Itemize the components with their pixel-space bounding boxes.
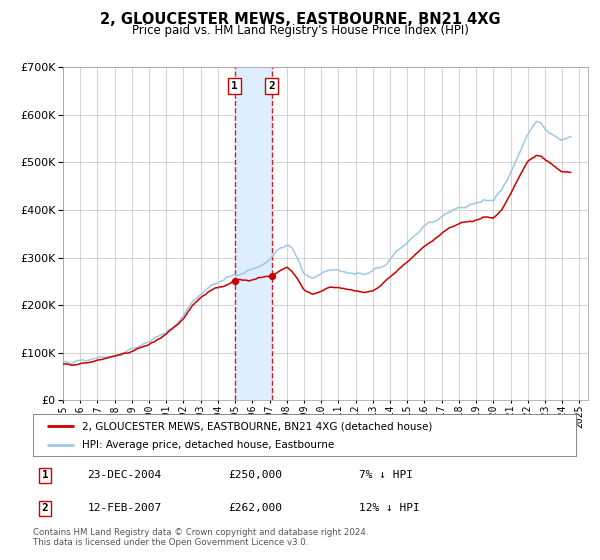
Text: 2: 2 [268,81,275,91]
Text: Price paid vs. HM Land Registry's House Price Index (HPI): Price paid vs. HM Land Registry's House … [131,24,469,36]
Text: 7% ↓ HPI: 7% ↓ HPI [359,470,413,480]
Text: 1: 1 [231,81,238,91]
Point [267,271,277,280]
Text: 1: 1 [41,470,49,480]
Text: This data is licensed under the Open Government Licence v3.0.: This data is licensed under the Open Gov… [33,538,308,547]
Text: HPI: Average price, detached house, Eastbourne: HPI: Average price, detached house, East… [82,441,334,450]
Text: 23-DEC-2004: 23-DEC-2004 [88,470,161,480]
Point [230,277,239,286]
Text: 2, GLOUCESTER MEWS, EASTBOURNE, BN21 4XG (detached house): 2, GLOUCESTER MEWS, EASTBOURNE, BN21 4XG… [82,421,432,431]
Text: £262,000: £262,000 [229,503,283,513]
Text: £250,000: £250,000 [229,470,283,480]
Text: 2, GLOUCESTER MEWS, EASTBOURNE, BN21 4XG: 2, GLOUCESTER MEWS, EASTBOURNE, BN21 4XG [100,12,500,27]
Text: 12% ↓ HPI: 12% ↓ HPI [359,503,419,513]
Text: Contains HM Land Registry data © Crown copyright and database right 2024.: Contains HM Land Registry data © Crown c… [33,528,368,537]
Text: 12-FEB-2007: 12-FEB-2007 [88,503,161,513]
Bar [235,67,272,400]
Text: 2: 2 [41,503,49,513]
